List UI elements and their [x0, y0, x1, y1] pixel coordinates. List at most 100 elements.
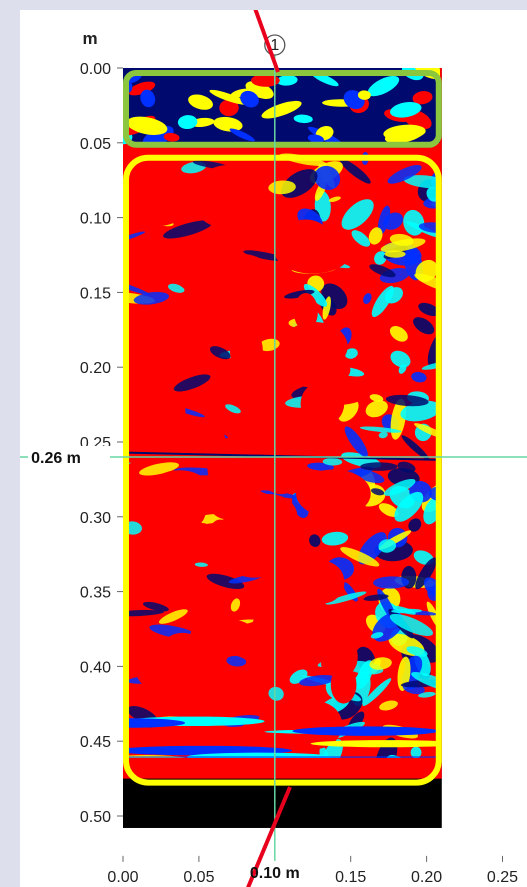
arrow-top — [253, 10, 280, 73]
radar-blob — [370, 488, 385, 496]
radar-blob — [339, 158, 371, 184]
radar-blob — [281, 322, 348, 371]
radar-blob — [389, 101, 422, 118]
radar-blob — [394, 491, 424, 522]
radar-blob — [268, 686, 284, 701]
x-tick-label: 0.15 — [335, 869, 366, 886]
radar-blob — [126, 116, 168, 135]
radar-blob — [410, 746, 422, 758]
radar-blob — [230, 598, 241, 612]
radar-blob — [123, 718, 186, 728]
radar-blob — [163, 632, 202, 661]
radar-blob — [354, 469, 385, 484]
radar-blob — [369, 394, 384, 402]
radargram-chart: 1 0.00 0.05 0.10 0.15 0.20 0.25 0.30 0.35 0.40 0.4… — [20, 10, 527, 887]
radar-blob — [357, 90, 371, 100]
radar-blob — [397, 461, 416, 473]
radar-blob — [158, 521, 218, 539]
radar-blob — [241, 421, 314, 457]
radar-blob — [206, 472, 246, 520]
radar-blob — [307, 134, 324, 144]
y-axis-unit: m — [82, 29, 97, 48]
radar-blob — [213, 116, 243, 132]
radar-blob — [297, 699, 326, 728]
radar-blob — [389, 613, 434, 636]
radar-blob — [226, 655, 247, 667]
radar-chart-panel: 1 0.00 0.05 0.10 0.15 0.20 0.25 0.30 0.35 0.40 0.4… — [20, 10, 527, 887]
radar-blob — [158, 609, 188, 624]
radar-blob — [383, 212, 404, 230]
y-tick-label: 0.50 — [80, 809, 111, 826]
radar-blob — [127, 348, 167, 365]
radar-blob — [363, 594, 389, 601]
radar-blob — [288, 624, 333, 655]
radar-blob — [418, 222, 440, 234]
radar-blob — [370, 632, 384, 639]
radar-blob — [384, 479, 416, 496]
radar-blob — [401, 435, 430, 461]
radar-blob — [188, 94, 213, 110]
radar-blob — [322, 739, 343, 758]
radar-blob — [325, 591, 367, 605]
radar-blob — [330, 665, 357, 704]
radar-blob — [123, 185, 189, 227]
radar-blob — [136, 413, 182, 435]
radar-blob — [206, 573, 245, 590]
radar-blob — [321, 653, 348, 675]
radar-blob — [219, 99, 239, 117]
x-tick-label: 0.00 — [107, 869, 138, 886]
radar-blob — [344, 426, 368, 458]
radar-blob — [406, 646, 428, 657]
y-tick-label: 0.10 — [80, 211, 111, 228]
radar-blob — [276, 75, 298, 86]
radar-blob — [340, 547, 380, 567]
radar-blob — [314, 165, 341, 190]
radar-blob — [140, 89, 156, 108]
radar-blob — [123, 628, 161, 661]
radar-blob — [225, 404, 241, 414]
radar-blob — [403, 209, 425, 236]
radar-blob — [380, 238, 426, 253]
zone-outline — [123, 70, 442, 148]
radar-blob — [284, 289, 315, 299]
radar-blob — [413, 317, 435, 335]
radar-blob — [379, 700, 398, 711]
radar-blob — [351, 230, 371, 247]
radar-blob — [209, 346, 231, 360]
radar-blob — [362, 678, 392, 707]
zone-outline — [123, 154, 442, 786]
radar-blob — [133, 291, 170, 305]
radar-blob — [398, 364, 407, 374]
y-tick-label: 0.15 — [80, 285, 111, 302]
cursor-y-readout: 0.26 m — [31, 450, 81, 467]
radar-blob — [411, 672, 440, 693]
radar-blob — [423, 197, 440, 209]
radar-blob — [321, 531, 349, 546]
radar-blob — [223, 532, 286, 578]
y-tick-label: 0.35 — [80, 585, 111, 602]
radar-blob — [260, 490, 303, 500]
radar-blob — [319, 745, 331, 758]
radar-blob — [373, 576, 410, 589]
radar-blob — [173, 374, 211, 392]
radar-blob — [415, 557, 437, 590]
radar-blob — [292, 726, 439, 736]
radar-blob — [123, 756, 440, 758]
radar-blob — [368, 227, 383, 245]
radar-blob — [383, 124, 426, 141]
radar-blob — [128, 81, 156, 96]
radar-blob — [209, 89, 248, 105]
radar-blob — [344, 348, 358, 359]
radar-blob — [243, 250, 287, 262]
radar-blob — [418, 691, 436, 698]
radar-blob — [239, 493, 298, 538]
radar-blob — [261, 454, 301, 495]
radar-blob — [365, 400, 388, 418]
radar-blob — [384, 287, 404, 304]
radar-blob — [378, 431, 388, 439]
radar-blob — [412, 91, 433, 105]
radar-blob — [411, 371, 427, 383]
radar-blob — [303, 283, 328, 307]
radar-blob — [208, 253, 275, 303]
radar-blob — [240, 90, 259, 108]
